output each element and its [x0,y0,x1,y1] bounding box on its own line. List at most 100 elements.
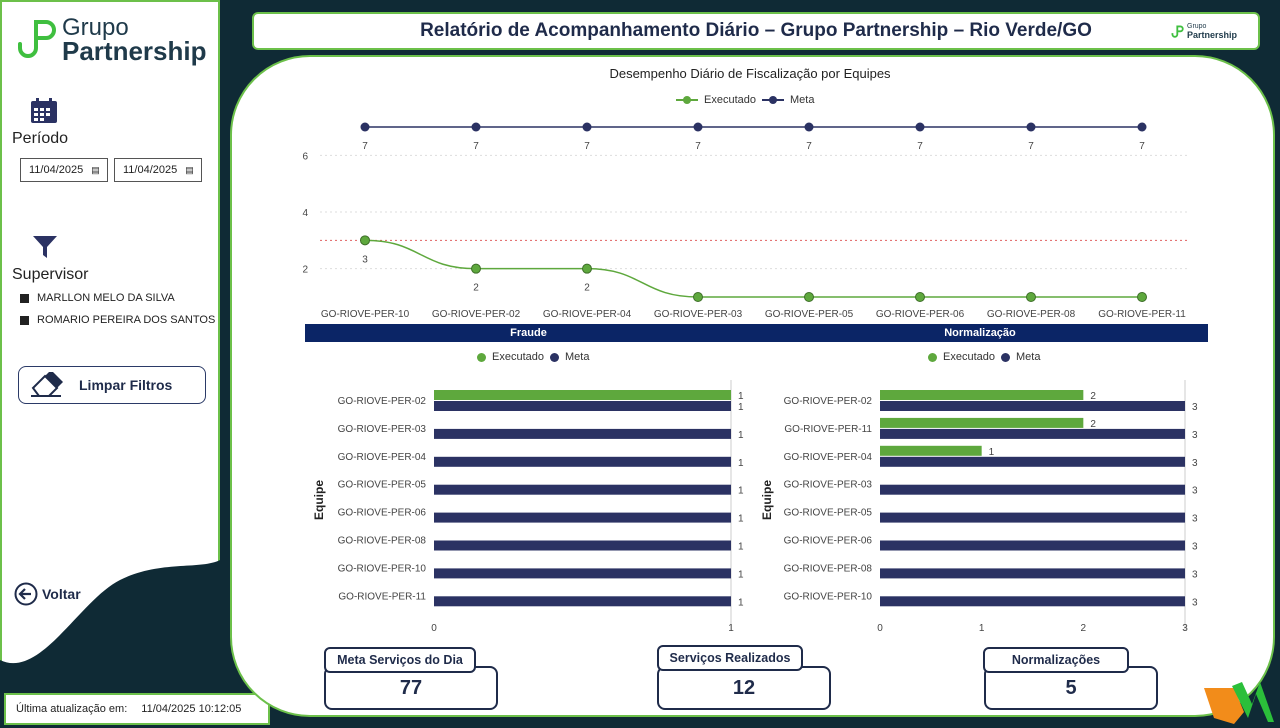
x-tick-label: GO-RIOVE-PER-03 [654,309,743,320]
y-tick-label: 4 [302,208,308,219]
y-tick-label: 2 [302,265,308,276]
series-line-executado [364,239,1142,298]
executado-point [1026,292,1036,302]
clear-filters-button[interactable]: Limpar Filtros [18,366,206,404]
kpi-title-text: Serviços Realizados [669,651,791,665]
category-label: GO-RIOVE-PER-02 [784,396,873,407]
meta-bar [880,456,1185,467]
meta-point [915,122,925,132]
category-label: GO-RIOVE-PER-10 [338,563,427,574]
x-tick-label: 0 [431,623,437,634]
corner-logo-icon [1204,682,1274,724]
x-tick-label: GO-RIOVE-PER-08 [987,309,1076,320]
executado-value-label: 1 [738,391,744,402]
legend-meta-dot [1000,352,1010,362]
executado-bar [880,417,1084,428]
meta-bar [434,428,731,439]
executado-data-label: 2 [473,283,479,294]
fraude-legend: Executado Meta [477,351,589,363]
legend-meta-marker [761,96,784,104]
brand-logo-icon [1171,25,1184,38]
supervisor-option[interactable]: MARLLON MELO DA SILVA [20,292,175,304]
meta-value-label: 3 [1192,542,1198,553]
category-label: GO-RIOVE-PER-04 [784,452,873,463]
back-label: Voltar [42,586,81,602]
executado-data-label: 3 [362,254,368,265]
main-panel [230,55,1275,717]
last-update-bar: Última atualização em: 11/04/2025 10:12:… [4,693,270,725]
meta-value-label: 1 [738,514,744,525]
supervisor-label: Supervisor [12,266,89,283]
meta-data-label: 7 [806,141,812,152]
line-chart-title: Desempenho Diário de Fiscalização por Eq… [609,66,891,81]
category-label: GO-RIOVE-PER-04 [338,452,427,463]
line-chart: 2 4 6 7 7 7 7 7 7 7 7 3 2 2 GO-RIOVE-PER-10 GO-RIOVE-PE… [302,122,1190,320]
meta-bar [880,512,1185,523]
category-label: GO-RIOVE-PER-03 [784,480,873,491]
category-label: GO-RIOVE-PER-08 [338,536,427,547]
x-tick-label: GO-RIOVE-PER-10 [321,309,410,320]
checkbox[interactable] [20,293,29,303]
legend-executado-label: Executado [492,351,544,363]
meta-data-label: 7 [1028,141,1034,152]
section-title: Normalização [944,327,1016,339]
meta-bar [880,540,1185,551]
normalizacao-bar-chart: GO-RIOVE-PER-02 2 3 GO-RIOVE-PER-11 2 3 GO-RIO… [784,380,1198,634]
last-update-label: Última atualização em: [16,703,128,715]
x-tick-label: 3 [1182,623,1188,634]
executado-value-label: 2 [1090,419,1096,430]
checkbox[interactable] [20,315,29,325]
executado-point [1137,292,1147,302]
sidebar-curve-decoration [0,560,220,700]
legend-meta-label: Meta [1015,351,1041,363]
supervisor-option-label: MARLLON MELO DA SILVA [37,292,175,304]
supervisor-option[interactable]: ROMARIO PEREIRA DOS SANTOS [20,314,215,326]
header-mini-logo: Grupo Partnership [1170,22,1237,40]
last-update-value: 11/04/2025 10:12:05 [141,703,242,715]
meta-value-label: 1 [738,597,744,608]
meta-data-label: 7 [362,141,368,152]
executado-bar [880,390,1084,400]
brand-name-line1: Grupo [62,14,129,41]
category-label: GO-RIOVE-PER-03 [338,424,427,435]
executado-point [471,263,481,274]
kpi-realizados-value: 12 [732,676,756,699]
supervisor-option-label: ROMARIO PEREIRA DOS SANTOS [37,314,216,326]
meta-value-label: 3 [1192,569,1198,580]
back-button[interactable]: Voltar [14,582,81,606]
x-tick-label: 1 [728,623,734,634]
date-picker-icon[interactable]: ▤ [185,164,194,175]
meta-data-label: 7 [584,141,590,152]
meta-value-label: 3 [1192,402,1198,413]
date-from-input[interactable]: 11/04/2025 ▤ [20,158,108,182]
meta-point [582,122,592,132]
brand-logo-icon [18,20,56,58]
kpi-meta-title: Meta Serviços do Dia [324,647,476,673]
date-to-input[interactable]: 11/04/2025 ▤ [114,158,202,182]
clear-filters-label: Limpar Filtros [79,377,173,393]
section-header-fraude: Fraude [305,324,752,342]
date-picker-icon[interactable]: ▤ [91,164,100,175]
meta-value-label: 1 [738,486,744,497]
meta-bar [434,596,731,607]
category-label: GO-RIOVE-PER-11 [784,424,872,435]
meta-data-label: 7 [1139,141,1145,152]
meta-bar [434,568,731,579]
page-title: Relatório de Acompanhamento Diário – Gru… [420,20,1092,41]
line-chart-legend: Executado Meta [676,94,814,106]
kpi-realizados-title: Serviços Realizados [657,645,803,671]
report-header: Relatório de Acompanhamento Diário – Gru… [252,12,1260,50]
meta-bar [880,568,1185,579]
category-label: GO-RIOVE-PER-06 [338,508,427,519]
meta-data-label: 7 [473,141,479,152]
executado-bar [880,445,982,456]
meta-value-label: 3 [1192,514,1198,525]
legend-meta-dot [549,352,559,362]
meta-value-label: 3 [1192,486,1198,497]
meta-point [1026,122,1036,132]
x-tick-label: GO-RIOVE-PER-02 [432,309,521,320]
kpi-normalizacoes-value: 5 [1065,676,1077,699]
meta-data-label: 7 [917,141,923,152]
x-tick-label: GO-RIOVE-PER-11 [1098,309,1186,320]
executado-bar [434,390,731,400]
